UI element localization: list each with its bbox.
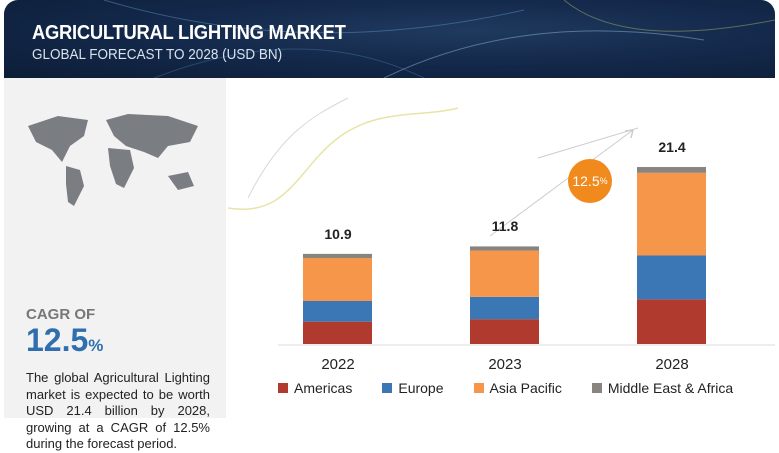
summary-panel: CAGR OF 12.5% The global Agricultural Li… — [4, 78, 226, 451]
cagr-bubble: 12.5% — [568, 159, 612, 203]
cagr-bubble-value: 12.5 — [572, 173, 600, 189]
legend-swatch — [278, 383, 288, 393]
bar-segment-americas-2023 — [470, 319, 539, 344]
bar-segment-asia-pacific-2028 — [637, 172, 706, 256]
growth-arrow-line — [537, 127, 639, 159]
cagr-unit: % — [88, 336, 104, 355]
x-tick-label: 2023 — [488, 356, 522, 373]
bar-segment-americas-2028 — [637, 299, 706, 344]
legend-swatch — [382, 383, 393, 393]
bar-segment-middle-east-africa-2023 — [470, 246, 539, 251]
bar-segment-europe-2022 — [303, 300, 372, 322]
header-banner: AGRICULTURAL LIGHTING MARKET GLOBAL FORE… — [4, 0, 775, 78]
legend-swatch — [473, 383, 484, 393]
decorative-curve — [247, 97, 349, 199]
cagr-value: 12.5% — [26, 322, 103, 359]
bar-total-label: 11.8 — [491, 218, 519, 235]
page-title: AGRICULTURAL LIGHTING MARKET — [32, 22, 346, 44]
cagr-number: 12.5 — [26, 322, 89, 358]
market-description: The global Agricultural Lighting market … — [26, 370, 210, 451]
legend-item-asia-pacific: Asia Pacific — [473, 380, 562, 396]
cagr-label: CAGR OF — [26, 306, 96, 323]
bar-segment-europe-2028 — [637, 255, 706, 300]
bar-total-label: 21.4 — [658, 139, 686, 156]
chart-legend: Americas Europe Asia Pacific Middle East… — [278, 380, 733, 396]
legend-label: Americas — [294, 380, 353, 396]
growth-arrow — [489, 129, 634, 237]
bar-segment-asia-pacific-2022 — [303, 257, 372, 301]
decorative-curve — [228, 107, 459, 211]
bar-segment-middle-east-africa-2022 — [303, 253, 372, 258]
cagr-bubble-unit: % — [599, 176, 608, 186]
bar-segment-americas-2022 — [303, 321, 372, 344]
bar-segment-middle-east-africa-2028 — [637, 167, 706, 173]
bar-segment-asia-pacific-2023 — [470, 250, 539, 297]
light-streaks-decoration — [103, 0, 775, 78]
legend-item-americas: Americas — [278, 380, 352, 396]
legend-label: Europe — [398, 380, 444, 396]
legend-label: Middle East & Africa — [607, 380, 734, 396]
legend-item-europe: Europe — [382, 380, 444, 396]
legend-label: Asia Pacific — [489, 380, 562, 396]
arrow-head-icon — [624, 129, 634, 139]
stacked-bar-chart: 12.5% 10.9 2022 11.8 2023 21.4 2028 Americas … — [228, 78, 775, 418]
legend-swatch — [591, 383, 602, 393]
chart-canvas — [228, 97, 775, 346]
x-tick-label: 2028 — [655, 356, 689, 373]
bar-segment-europe-2023 — [470, 296, 539, 320]
x-tick-label: 2022 — [321, 356, 355, 373]
legend-item-middle-east-africa: Middle East & Africa — [591, 380, 734, 396]
page-subtitle: GLOBAL FORECAST TO 2028 (USD BN) — [32, 46, 283, 63]
world-map-icon — [28, 114, 198, 206]
bar-total-label: 10.9 — [324, 225, 352, 242]
